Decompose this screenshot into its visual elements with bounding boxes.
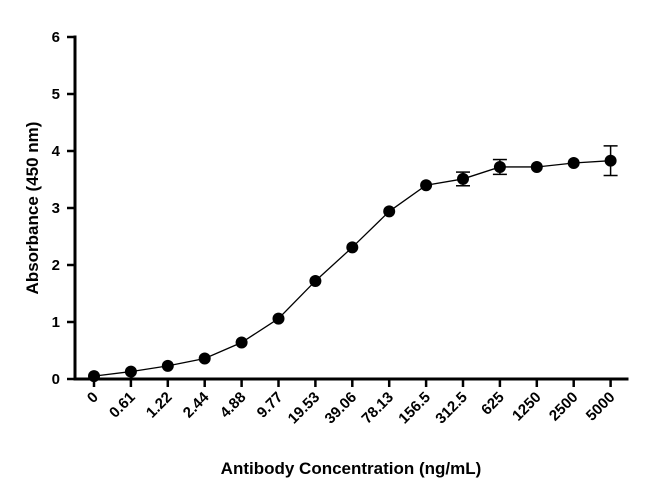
y-tick-label: 3	[52, 200, 60, 217]
y-tick-label: 1	[52, 314, 60, 331]
x-tick-label: 625	[478, 389, 508, 419]
x-tick-label: 9.77	[254, 389, 287, 422]
x-axis-title: Antibody Concentration (ng/mL)	[221, 459, 482, 478]
data-point	[493, 160, 506, 173]
y-tick-label: 2	[52, 257, 60, 274]
y-tick-label: 0	[52, 371, 60, 388]
data-point	[420, 179, 433, 192]
x-axis: 0 0.61 1.22 2.44 4.88 9.7719.5339.0678.13156.…	[73, 377, 629, 428]
data-point	[346, 241, 359, 254]
y-axis: 0 1 2 3 4 5 6	[52, 29, 77, 388]
x-tick-label: 78.13	[358, 389, 397, 428]
data-point	[604, 154, 617, 167]
data-point	[530, 160, 543, 173]
data-point	[457, 172, 469, 185]
series-line	[93, 160, 611, 377]
data-point	[235, 336, 248, 349]
x-tick-label: 0	[84, 389, 102, 407]
data-point	[383, 205, 396, 218]
x-tick-label: 0.61	[106, 389, 139, 422]
x-tick-label: 2.44	[180, 388, 213, 421]
data-point	[88, 370, 100, 383]
x-tick-label: 4.88	[217, 389, 250, 422]
series-group	[88, 145, 618, 383]
x-tick-label: 2500	[546, 389, 582, 425]
y-axis-title: Absorbance (450 nm)	[23, 122, 42, 295]
data-point	[567, 156, 580, 169]
data-point	[198, 352, 211, 365]
x-tick-label: 312.5	[432, 389, 471, 428]
x-tick-label: 19.53	[285, 389, 324, 428]
x-tick-label: 5000	[583, 389, 619, 425]
x-tick-label: 1.22	[143, 389, 176, 422]
y-tick-label: 6	[52, 29, 60, 46]
x-tick-label: 1250	[509, 389, 545, 425]
x-tick-label: 39.06	[322, 389, 361, 428]
data-point	[309, 274, 322, 287]
data-point	[124, 365, 137, 378]
y-tick-label: 5	[52, 86, 60, 103]
y-tick-label: 4	[52, 143, 61, 160]
data-point	[161, 359, 174, 372]
x-tick-label: 156.5	[395, 389, 434, 428]
data-point	[272, 312, 285, 325]
